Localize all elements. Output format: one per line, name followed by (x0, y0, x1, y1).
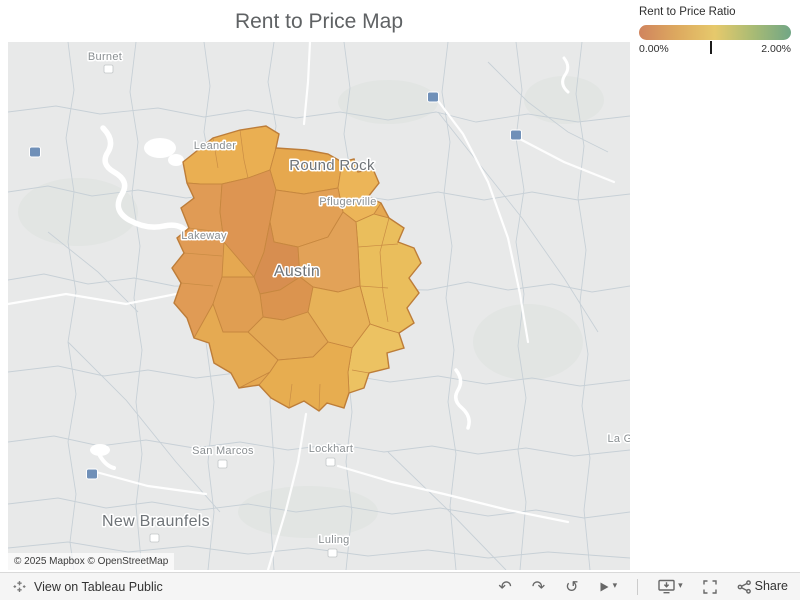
town-marker-icon (325, 457, 336, 467)
town-markers (103, 64, 338, 558)
fullscreen-button[interactable] (702, 579, 717, 594)
town-marker-icon (217, 459, 228, 469)
town-marker-icon (327, 548, 338, 558)
city-label: New Braunfels (102, 513, 210, 530)
page-title: Rent to Price Map (234, 10, 404, 33)
legend-gradient-bar (639, 25, 791, 40)
city-label: Luling (318, 534, 349, 546)
city-label: Leander (194, 140, 237, 152)
zip-inner-boundaries (180, 129, 399, 411)
city-label: San Marcos (192, 445, 254, 457)
highway-shield-icon (29, 146, 41, 158)
city-label: Pflugerville (319, 196, 376, 208)
legend-value-marker (710, 41, 713, 54)
replay-button[interactable]: ▾ (599, 581, 618, 593)
share-label: Share (754, 579, 788, 594)
town-marker-icon (149, 533, 160, 543)
view-on-tableau-label: View on Tableau Public (34, 579, 163, 594)
map-svg: Burnet Leander Round Rock Pflugerville Lakew… (8, 42, 630, 570)
legend-min-label: 0.00% (639, 43, 669, 55)
reset-button[interactable]: ↺ (565, 576, 579, 596)
legend-labels: 0.00% 2.00% (639, 41, 791, 57)
rivers (90, 56, 570, 470)
download-button[interactable]: ▾ (658, 579, 683, 594)
fullscreen-icon (702, 579, 717, 594)
replay-icon (600, 582, 609, 591)
redo-button[interactable]: ↷ (531, 576, 546, 596)
undo-button[interactable]: ↶ (498, 576, 512, 596)
view-on-tableau-link[interactable]: View on Tableau Public (12, 579, 163, 594)
tableau-toolbar: View on Tableau Public ↶ ↷ ↺ ▾ (0, 572, 800, 600)
color-legend: Rent to Price Ratio 0.00% 2.00% (639, 6, 797, 57)
reset-icon: ↺ (565, 576, 579, 596)
undo-icon: ↶ (498, 576, 512, 596)
town-marker-icon (103, 64, 114, 74)
redo-icon: ↷ (531, 576, 546, 596)
city-label: Burnet (88, 51, 122, 63)
terrain-patches (18, 76, 604, 538)
toolbar-separator (637, 578, 639, 595)
chevron-down-icon: ▾ (612, 581, 618, 591)
map-attribution[interactable]: © 2025 Mapbox © OpenStreetMap (8, 553, 175, 570)
chevron-down-icon: ▾ (678, 581, 683, 591)
city-label: Austin (274, 263, 320, 280)
city-label: Lakeway (181, 230, 227, 242)
highway-shield-icon (86, 468, 98, 480)
city-label: Round Rock (289, 157, 375, 174)
map-canvas[interactable]: Burnet Leander Round Rock Pflugerville Lakew… (8, 42, 630, 570)
highway-shield-icon (427, 91, 439, 103)
legend-max-label: 2.00% (761, 43, 791, 55)
tableau-logo-icon (13, 581, 26, 592)
choropleth-layer[interactable] (171, 125, 422, 412)
city-labels-layer: Burnet Leander Round Rock Pflugerville Lakew… (86, 50, 630, 548)
share-button[interactable]: Share (737, 579, 788, 594)
city-label: Lockhart (309, 443, 354, 455)
legend-title: Rent to Price Ratio (639, 6, 736, 18)
city-label: La Gr (607, 433, 630, 445)
download-icon (658, 579, 675, 594)
highway-shields (29, 91, 522, 480)
share-icon (737, 579, 751, 594)
toolbar-buttons: ↶ ↷ ↺ ▾ ▾ (498, 576, 788, 596)
highway-shield-icon (510, 129, 522, 141)
